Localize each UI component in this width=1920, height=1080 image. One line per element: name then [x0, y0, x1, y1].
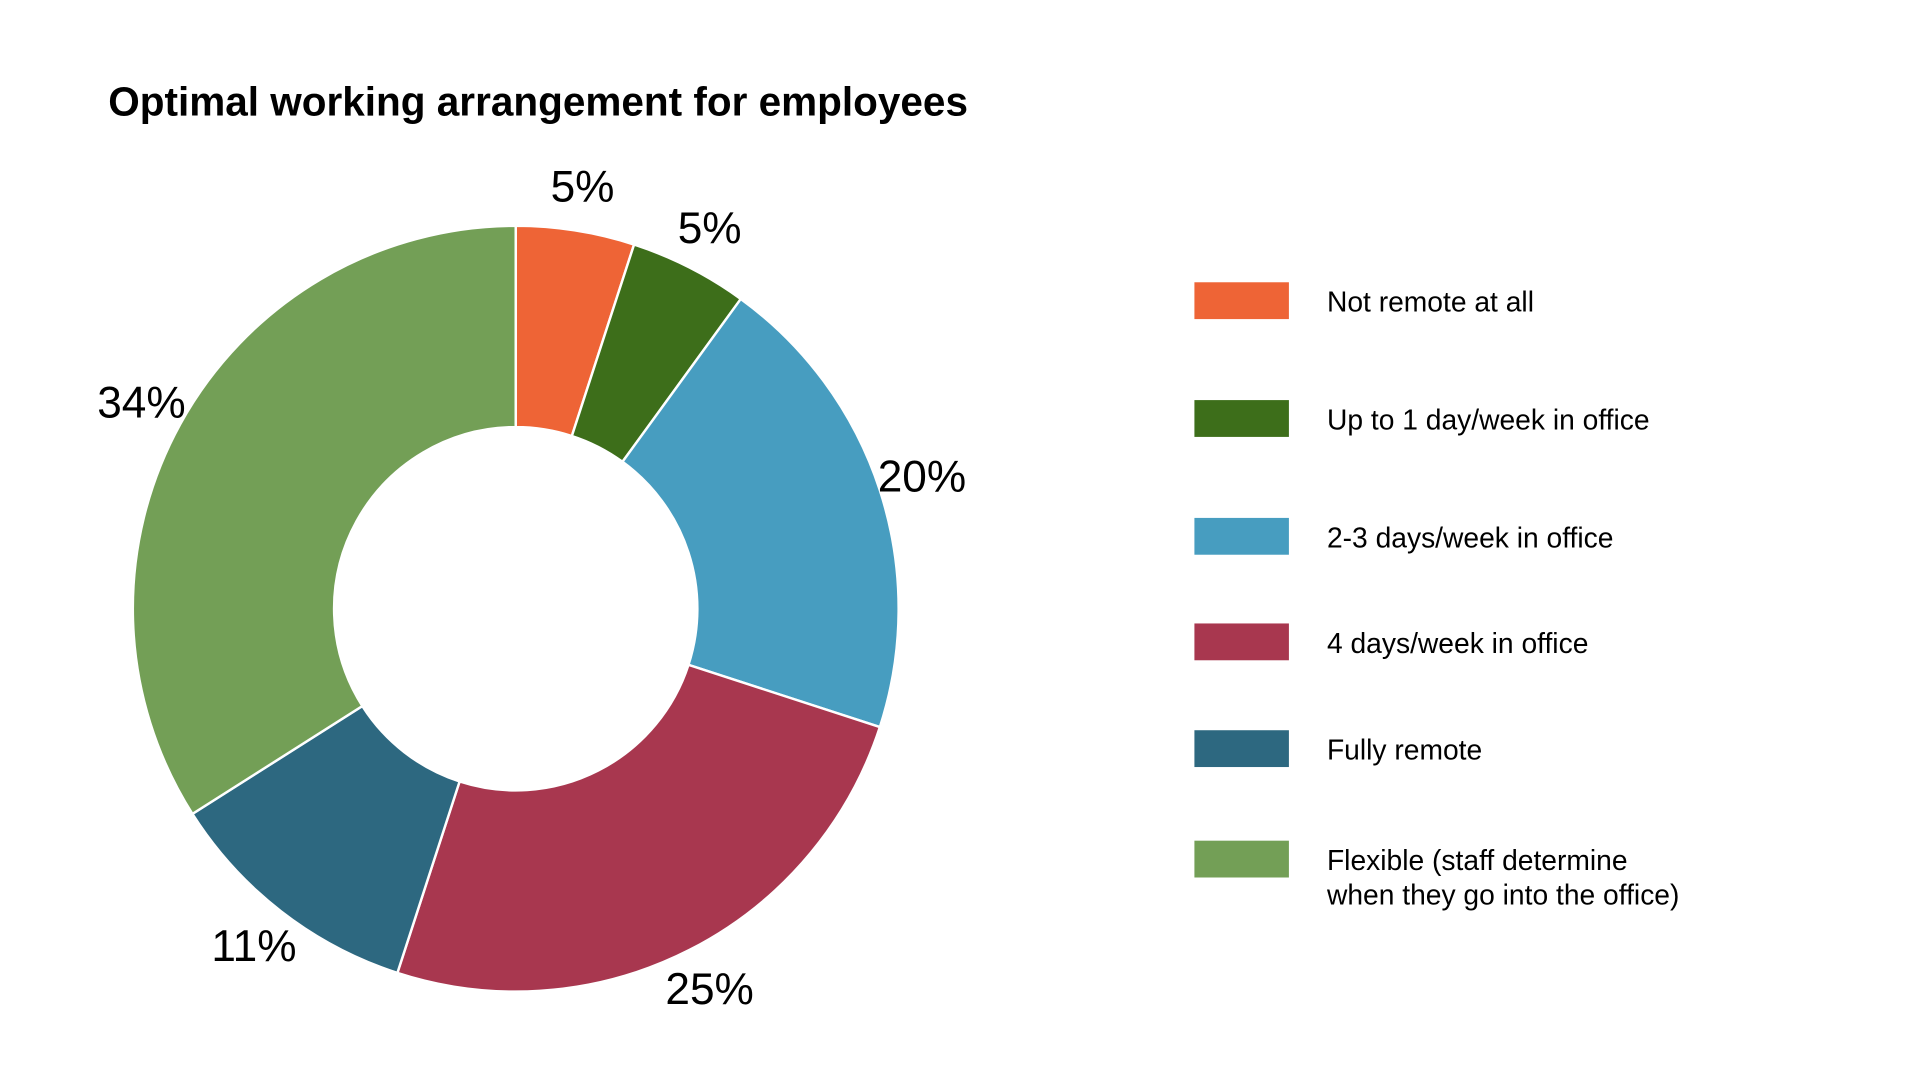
legend-swatch [1194, 400, 1289, 437]
legend-label: Not remote at all [1327, 286, 1534, 318]
legend-label: 4 days/week in office [1327, 627, 1588, 659]
legend-label: 2-3 days/week in office [1327, 521, 1614, 553]
legend-label: Flexible (staff determine [1327, 844, 1628, 876]
legend-swatch [1194, 730, 1289, 768]
legend-label: Up to 1 day/week in office [1327, 404, 1650, 436]
data-label: 25% [665, 965, 753, 1014]
slices [131, 224, 900, 993]
legend-label: Fully remote [1327, 734, 1482, 766]
data-labels: 5% 5% 20% 25% 11% 34% [97, 163, 966, 1014]
legend: Not remote at all Up to 1 day/week in off… [1194, 282, 1679, 911]
slice-2-3-days-week-in-office [620, 297, 900, 729]
slice-flexible-staff-determine [131, 224, 517, 816]
data-label: 5% [678, 204, 742, 253]
data-label: 20% [878, 452, 966, 501]
legend-label-line2: when they go into the office) [1326, 879, 1679, 911]
data-label: 5% [551, 163, 615, 212]
slice-4-days-week-in-office [395, 663, 882, 993]
chart-title: Optimal working arrangement for employee… [108, 78, 968, 124]
data-label: 11% [211, 922, 296, 971]
data-label: 34% [97, 379, 185, 428]
legend-swatch [1194, 517, 1289, 555]
legend-swatch [1194, 840, 1289, 878]
legend-swatch [1194, 282, 1289, 320]
legend-swatch [1194, 623, 1289, 661]
